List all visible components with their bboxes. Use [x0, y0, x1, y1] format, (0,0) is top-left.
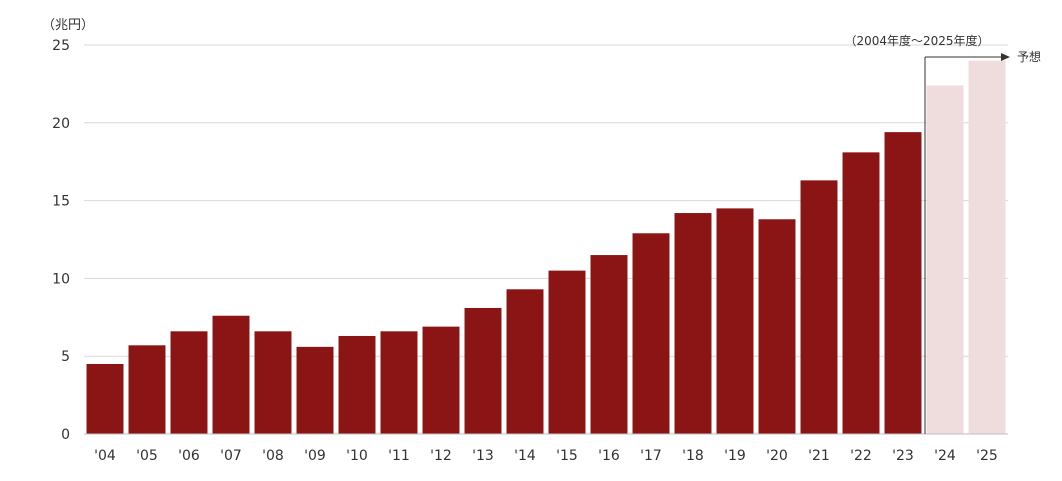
x-tick-label-22: '22	[850, 448, 872, 464]
x-tick-label-04: '04	[94, 448, 116, 464]
forecast-arrow-head-icon	[1001, 53, 1010, 61]
bar-05	[128, 345, 166, 434]
y-tick-label-10: 10	[52, 271, 70, 287]
period-label: （2004年度～2025年度）	[844, 33, 989, 48]
x-tick-label-20: '20	[766, 448, 788, 464]
bar-18	[674, 213, 712, 434]
x-tick-label-10: '10	[346, 448, 368, 464]
bar-11	[380, 331, 418, 434]
x-tick-label-18: '18	[682, 448, 704, 464]
x-tick-label-08: '08	[262, 448, 284, 464]
x-tick-label-13: '13	[472, 448, 494, 464]
x-tick-label-25: '25	[976, 448, 998, 464]
bar-14	[506, 289, 544, 434]
bar-24	[926, 85, 964, 435]
bar-13	[464, 307, 502, 434]
x-tick-label-09: '09	[304, 448, 326, 464]
bar-10	[338, 335, 376, 434]
bar-09	[296, 346, 334, 434]
bar-12	[422, 326, 460, 434]
bar-20	[758, 219, 796, 434]
x-tick-label-05: '05	[136, 448, 158, 464]
y-tick-label-0: 0	[61, 427, 70, 443]
bar-07	[212, 315, 250, 434]
forecast-label: 予想	[1017, 49, 1041, 64]
x-tick-label-11: '11	[388, 448, 410, 464]
y-tick-label-20: 20	[52, 116, 70, 132]
unit-label: （兆円）	[42, 18, 94, 33]
bar-04	[86, 363, 124, 434]
y-tick-label-25: 25	[52, 38, 70, 54]
bar-15	[548, 270, 586, 434]
y-tick-label-15: 15	[52, 194, 70, 210]
annotations: （兆円） （2004年度～2025年度） 予想	[42, 18, 1041, 434]
x-tick-label-19: '19	[724, 448, 746, 464]
bar-17	[632, 233, 670, 434]
x-tick-label-07: '07	[220, 448, 242, 464]
bar-21	[800, 180, 838, 434]
x-tick-label-16: '16	[598, 448, 620, 464]
bar-08	[254, 331, 292, 434]
bars	[86, 60, 1006, 435]
axes: 0 5 10 15 20 25 '04 '05 '06 '07 '08 '09 '10 '11 '12 '13…	[52, 38, 1008, 464]
x-tick-label-14: '14	[514, 448, 536, 464]
x-tick-label-06: '06	[178, 448, 200, 464]
bar-22	[842, 152, 880, 434]
y-tick-label-5: 5	[61, 349, 70, 365]
bar-19	[716, 208, 754, 434]
x-tick-label-23: '23	[892, 448, 914, 464]
x-tick-label-21: '21	[808, 448, 830, 464]
bar-16	[590, 255, 628, 434]
bar-25	[968, 60, 1006, 435]
x-tick-label-12: '12	[430, 448, 452, 464]
x-tick-label-17: '17	[640, 448, 662, 464]
x-tick-label-15: '15	[556, 448, 578, 464]
bar-23	[884, 132, 922, 435]
bar-06	[170, 331, 208, 434]
x-tick-label-24: '24	[934, 448, 956, 464]
